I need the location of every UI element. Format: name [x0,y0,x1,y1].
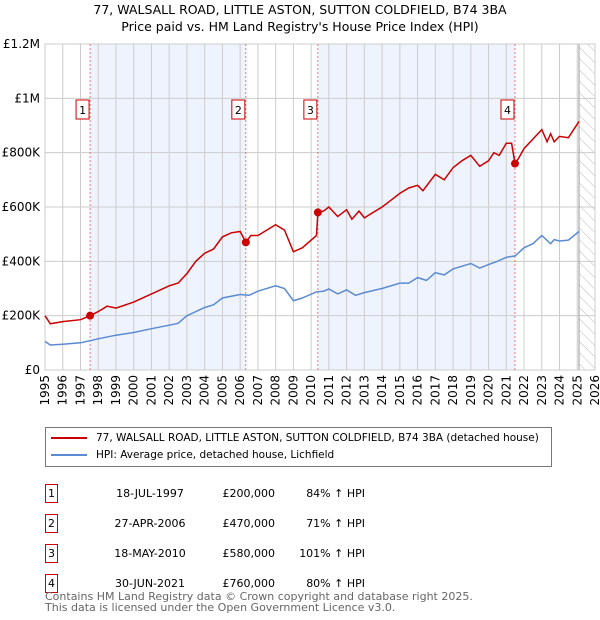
x-tick-label: 2020 [482,375,496,406]
legend-label-property: 77, WALSALL ROAD, LITTLE ASTON, SUTTON C… [96,432,539,444]
sale-point [241,238,250,247]
y-tick-label: £1.2M [3,37,40,51]
x-tick-label: 1998 [91,375,105,406]
x-tick-label: 2001 [144,375,158,406]
plot-frame [44,43,596,371]
chart-title: 77, WALSALL ROAD, LITTLE ASTON, SUTTON C… [93,2,507,17]
x-tick-label: 2018 [446,375,460,406]
legend-swatch-red [51,437,87,439]
x-tick-label: 2021 [499,375,513,406]
sale-label-box: 3 [303,99,318,120]
x-tick-label: 2006 [233,375,247,406]
sale-price: £760,000 [222,577,276,590]
legend-item-property: 77, WALSALL ROAD, LITTLE ASTON, SUTTON C… [51,432,539,444]
x-tick-label: 2023 [535,375,549,406]
sale-price: £200,000 [222,487,276,500]
sale-date: 30-JUN-2021 [114,577,186,590]
x-tick-label: 1997 [73,375,87,406]
x-tick-label: 2005 [215,375,229,406]
sale-date: 27-APR-2006 [114,517,186,530]
y-tick-label: £600K [2,200,42,214]
sale-hpi-change: 71% ↑ HPI [306,517,365,530]
footer-licence: This data is licensed under the Open Gov… [45,601,396,614]
footer-copyright: Contains HM Land Registry data © Crown c… [45,590,473,603]
sale-point [510,159,519,168]
sale-label-4: 4 [504,104,511,117]
sale-number-badge: 4 [45,574,58,593]
x-tick-label: 2003 [180,375,194,406]
sale-hpi-change: 84% ↑ HPI [306,487,365,500]
sale-label-1: 1 [79,104,86,117]
x-tick-label: 2015 [393,375,407,406]
x-tick-label: 2026 [588,375,600,406]
x-tick-label: 1996 [56,375,70,406]
y-tick-label: £1M [14,91,40,105]
y-tick-label: £400K [2,254,42,268]
sale-label-3: 3 [307,104,314,117]
x-tick-label: 2014 [375,375,389,406]
sale-price: £580,000 [222,547,276,560]
x-tick-label: 2000 [127,375,141,406]
x-tick-label: 2009 [286,375,300,406]
chart-svg: 1995 1996 1997 1998 1999 2000 2001 2002 2003 2004… [2,37,600,406]
x-tick-label: 1999 [109,375,123,406]
sale-label-border [303,99,318,120]
hpi-line [44,230,580,346]
legend: 77, WALSALL ROAD, LITTLE ASTON, SUTTON C… [45,427,552,467]
y-tick-label: £200K [2,309,42,323]
legend-swatch-blue [51,454,87,456]
sale-label-2: 2 [235,104,242,117]
sale-date: 18-JUL-1997 [116,487,184,500]
x-tick-label: 2008 [269,375,283,406]
sale-label-border [500,99,515,120]
sale-hpi-change: 80% ↑ HPI [306,577,365,590]
x-tick-label: 2016 [411,375,425,406]
sale-label-border [231,99,246,120]
sale-date: 18-MAY-2010 [114,547,186,560]
sale-point [313,208,322,217]
y-tick-label: £0 [25,363,40,377]
x-tick-label: 2017 [428,375,442,406]
x-tick-label: 2004 [198,375,212,406]
x-tick-label: 2007 [251,375,265,406]
x-tick-label: 2010 [304,375,318,406]
sale-price: £470,000 [222,517,276,530]
sale-point [86,311,95,320]
x-tick-label: 2011 [322,375,336,406]
legend-item-hpi: HPI: Average price, detached house, Lich… [51,449,334,461]
sale-number-badge: 1 [45,484,58,503]
x-tick-label: 2013 [357,375,371,406]
x-tick-label: 2002 [162,375,176,406]
sale-number-badge: 3 [45,544,58,563]
sale-label-box: 2 [231,99,246,120]
x-tick-label: 2012 [340,375,354,406]
sale-label-box: 4 [500,99,515,120]
sale-hpi-change: 101% ↑ HPI [299,547,365,560]
chart-subtitle: Price paid vs. HM Land Registry's House … [121,19,479,34]
y-tick-label: £800K [2,146,42,160]
sale-number-badge: 2 [45,514,58,533]
x-tick-label: 2022 [517,375,531,406]
sale-label-box: 1 [75,99,90,120]
x-tick-label: 2024 [553,375,567,406]
sale-label-border [75,99,90,120]
x-tick-label: 2025 [570,375,584,406]
x-tick-label: 2019 [464,375,478,406]
legend-label-hpi: HPI: Average price, detached house, Lich… [96,449,335,461]
x-tick-label: 1995 [38,375,52,406]
property-price-line [44,120,580,325]
